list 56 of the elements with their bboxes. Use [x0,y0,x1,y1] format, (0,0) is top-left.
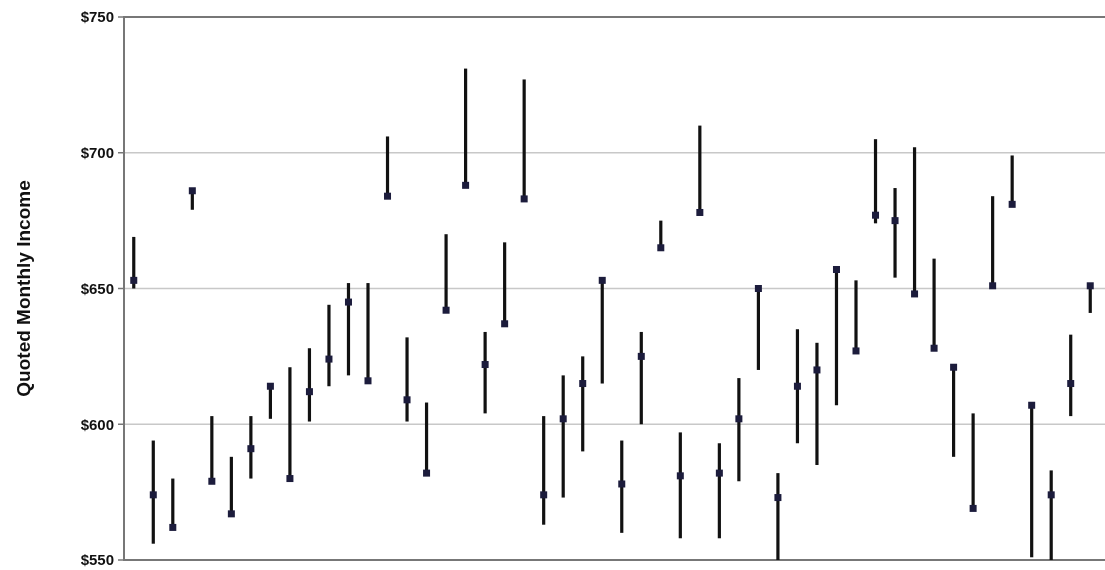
point [188,187,196,195]
point [1086,282,1094,290]
y-axis-title: Quoted Monthly Income [13,180,34,397]
point [462,181,470,189]
point [559,415,567,423]
point [1028,401,1036,409]
point [364,377,372,385]
point [969,504,977,512]
point [930,344,938,352]
y-tick-label: $550 [80,551,114,569]
point [637,352,645,360]
y-tick-label: $700 [80,144,114,161]
point [423,469,431,477]
point [774,494,782,502]
y-tick-label: $650 [80,279,114,297]
y-tick-label: $750 [80,8,114,26]
point [227,510,235,518]
point [325,355,333,363]
point [579,380,587,388]
point [735,415,743,423]
point [832,266,840,273]
point [618,480,626,488]
point [130,276,138,284]
point [1008,200,1016,208]
point [813,366,821,374]
y-tick-label: $600 [80,415,114,433]
point [384,192,392,200]
point [754,285,762,292]
point [911,290,919,298]
point [403,396,411,404]
point [481,361,489,369]
point [872,211,880,219]
point [989,282,997,290]
point [266,382,274,390]
point [286,475,294,483]
point [1067,380,1075,388]
point [676,472,684,480]
point [715,469,723,477]
point [891,217,899,225]
point [247,445,255,453]
point [344,298,352,306]
point [208,477,216,485]
point [852,347,860,355]
point [1047,491,1055,499]
point [305,388,313,396]
point [442,306,450,314]
point [793,382,801,390]
point [520,195,528,203]
point [149,491,157,499]
point [950,363,958,371]
point [696,208,704,216]
point [169,523,177,531]
point [598,276,606,284]
point [540,491,548,499]
point [657,244,665,252]
point [501,320,509,328]
